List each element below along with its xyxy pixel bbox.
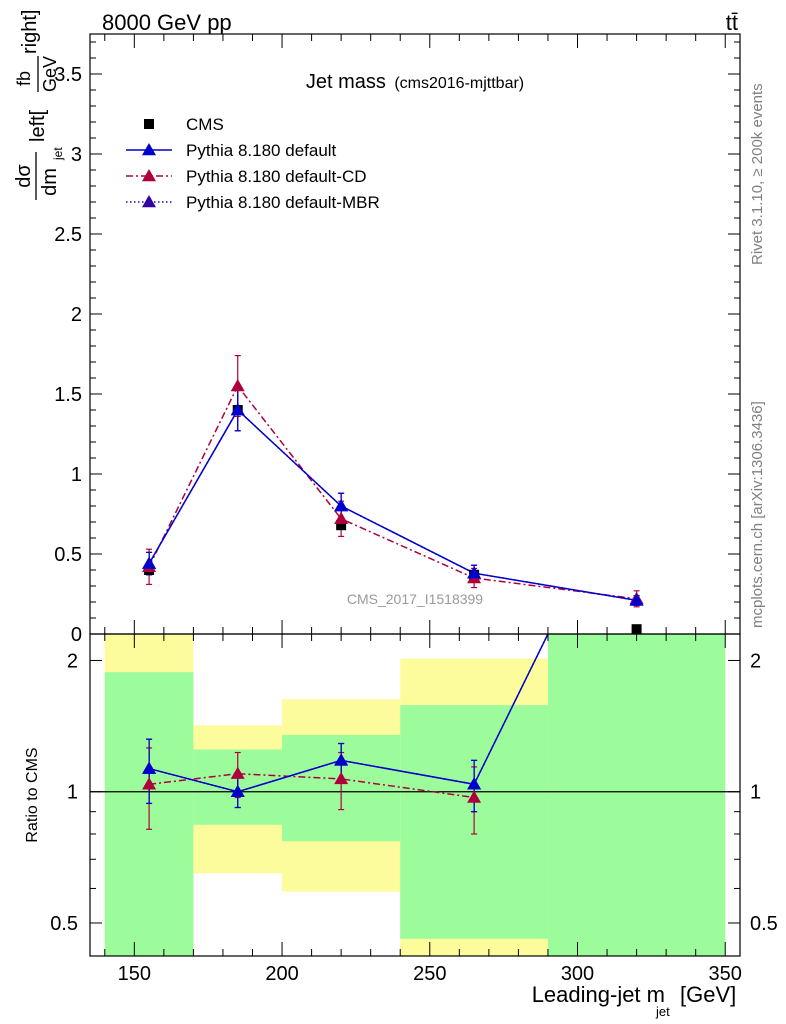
process-label: tt̄ [726,10,738,35]
ratio-marker-solid-2 [334,753,349,766]
main-ytick-label-5: 2.5 [54,224,82,246]
mcplots-label: mcplots.cern.ch [arXiv:1306.3436] [749,401,766,628]
legend-marker-solid [142,143,156,156]
ratio-marker-solid-1 [230,784,245,797]
ratio-ytick-label-left-2: 2 [67,650,78,672]
main-ytick-label-2: 1 [71,464,82,486]
xlabel-main: Leading-jet m [532,982,665,1007]
legend-entry-0: CMS [144,115,224,134]
xtick-label-3: 300 [561,963,594,985]
main-marker-solid-4 [629,593,644,606]
ylabel-unit-pre: left[ [27,109,49,142]
main-ytick-label-6: 3 [71,144,82,166]
main-ytick-label-4: 2 [71,304,82,326]
ylabel-den-sub: jet [51,147,65,161]
main-line-dashdot [148,384,637,600]
main-marker-dashdot-1 [230,379,245,392]
legend-marker-dotted [142,195,156,208]
ratio-ylabel: Ratio to CMS [24,747,41,842]
energy-label: 8000 GeV pp [102,10,232,35]
main-ytick-label-3: 1.5 [54,384,82,406]
ylabel-num: dσ [13,164,35,188]
ylabel-den: dm [39,168,61,196]
ratio-ytick-label-right-1: 1 [750,782,761,804]
main-marker-solid-0 [142,556,157,569]
ratio-marker-solid-0 [142,761,157,774]
plot-title-main: Jet mass [306,71,386,93]
legend-label-3: Pythia 8.180 default-MBR [186,193,380,212]
cms-data-point-2 [336,520,347,531]
legend-label-0: CMS [186,115,224,134]
ratio-marker-solid-3 [467,777,482,790]
main-marker-dashdot-2 [334,511,349,525]
legend-entry-3: Pythia 8.180 default-MBR [126,193,380,212]
ratio-ytick-label-left-0: 0.5 [50,913,78,935]
ylabel-unit-den: GeV [40,56,60,92]
main-marker-solid-2 [334,499,349,512]
axes: 0 0.5 1 1.5 2 2.5 3 3.5 150 200 250 300 350 0.5 0.5 1 1 2… [50,34,778,985]
rivet-label: Rivet 3.1.10, ≥ 200k events [749,83,766,265]
legend-label-1: Pythia 8.180 default [186,141,337,160]
ratio-ytick-label-right-0: 0.5 [750,913,778,935]
ratio-marker-dashdot-2 [334,771,349,785]
legend-entry-1: Pythia 8.180 default [126,141,337,160]
ratio-frame [89,633,741,957]
xlabel-sub: jet [655,1004,670,1019]
x-axis-label: Leading-jet m jet [GeV] [532,982,737,1019]
plot-title: Jet mass (cms2016-mjttbar) [306,71,524,93]
ratio-uncertainty-bands [104,634,726,956]
main-line-solid [148,408,637,602]
ratio-ytick-label-right-2: 2 [750,650,761,672]
legend-label-2: Pythia 8.180 default-CD [186,167,367,186]
legend-marker-dashdot [142,169,156,182]
ratio-ytick-label-left-1: 1 [67,782,78,804]
main-ytick-label-0: 0 [71,624,82,646]
xlabel-unit: [GeV] [680,982,736,1007]
xtick-label-2: 250 [413,963,446,985]
ylabel-unit-post: right] [19,10,41,54]
analysis-watermark: CMS_2017_I1518399 [347,591,483,607]
xtick-label-4: 350 [709,963,742,985]
main-line-dotted [148,408,637,602]
main-ylabel: dσ dm jet left[ fb GeV right] [13,10,65,200]
ratio-marker-dashdot-0 [142,777,157,790]
plot-title-sub: (cms2016-mjttbar) [394,75,524,92]
ratio-marker-dashdot-3 [467,790,482,803]
band-inner-4 [547,634,726,956]
xtick-label-1: 200 [265,963,298,985]
legend: CMS Pythia 8.180 default Pythia 8.180 defa… [126,115,380,212]
legend-marker-cms [144,119,154,129]
xtick-label-0: 150 [118,963,151,985]
ylabel-unit-num: fb [14,71,34,86]
ratio-panel-content [90,634,740,835]
main-ytick-label-1: 0.5 [54,544,82,566]
main-marker-solid-1 [230,403,245,416]
main-marker-solid-3 [467,566,482,579]
main-ytick-label-7: 3.5 [54,64,82,86]
legend-entry-2: Pythia 8.180 default-CD [126,167,367,186]
ratio-marker-dashdot-1 [230,766,245,779]
